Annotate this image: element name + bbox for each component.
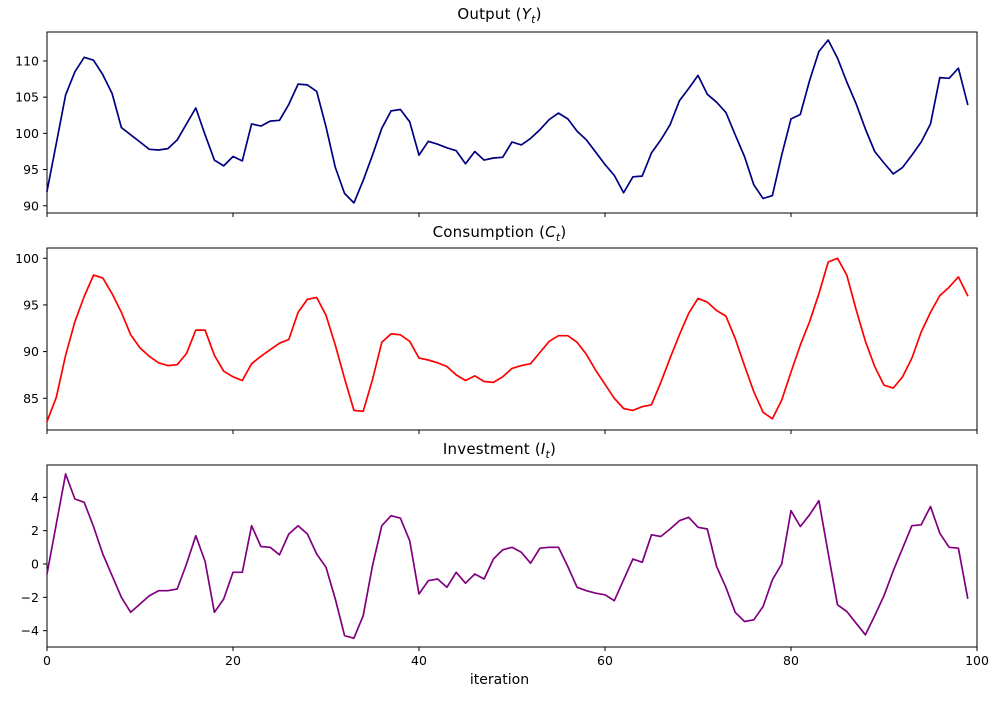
- title-math-var: Y: [521, 5, 532, 23]
- y-tick-label: 90: [23, 198, 39, 213]
- title-math-sub: t: [545, 448, 551, 461]
- title-text: ): [560, 223, 567, 241]
- title-math-sub: t: [555, 231, 561, 244]
- title-math-sub: t: [531, 13, 536, 26]
- title-text: Investment (: [442, 440, 541, 458]
- title-math-var: I: [540, 440, 546, 458]
- title-text: Output (: [457, 5, 522, 23]
- output-plot-frame: [46, 31, 978, 214]
- y-tick-label: 100: [15, 126, 39, 141]
- output-series-line: [46, 39, 969, 204]
- x-tick-label: 100: [965, 653, 989, 668]
- chart-title-output: Output (Yt): [0, 5, 999, 26]
- y-tick-label: 85: [23, 391, 39, 406]
- title-text: ): [550, 440, 557, 458]
- y-tick-label: 2: [31, 523, 39, 538]
- y-tick-label: −4: [21, 623, 39, 638]
- x-tick-label: 60: [597, 653, 613, 668]
- y-tick-label: 4: [31, 490, 39, 505]
- investment-plot-frame: [46, 464, 978, 648]
- y-tick-label: 0: [31, 557, 39, 572]
- x-tick-label: 0: [43, 653, 51, 668]
- title-text: ): [535, 5, 542, 23]
- consumption-chart: 85 90 95 100: [15, 247, 978, 434]
- chart-title-consumption: Consumption (Ct): [0, 223, 999, 244]
- y-tick-label: 100: [15, 251, 39, 266]
- x-tick-label: 40: [411, 653, 427, 668]
- x-tick-label: 20: [225, 653, 241, 668]
- title-text: Consumption (: [432, 223, 546, 241]
- y-tick-label: 95: [23, 162, 39, 177]
- y-tick-label: 105: [15, 90, 39, 105]
- consumption-series-line: [46, 257, 969, 423]
- y-tick-label: 95: [23, 297, 39, 312]
- x-tick-label: 80: [783, 653, 799, 668]
- investment-chart: 0 20 40 60 80 100 −4 −2 0 2 4: [21, 464, 989, 668]
- title-math-var: C: [545, 223, 556, 241]
- chart-title-investment: Investment (It): [0, 440, 999, 461]
- y-tick-label: −2: [21, 590, 39, 605]
- output-chart: 90 95 100 105 110: [15, 31, 978, 217]
- x-axis-label: iteration: [469, 672, 530, 688]
- y-tick-label: 110: [15, 53, 39, 68]
- investment-series-line: [46, 473, 969, 640]
- y-tick-label: 90: [23, 344, 39, 359]
- consumption-plot-frame: [46, 247, 978, 431]
